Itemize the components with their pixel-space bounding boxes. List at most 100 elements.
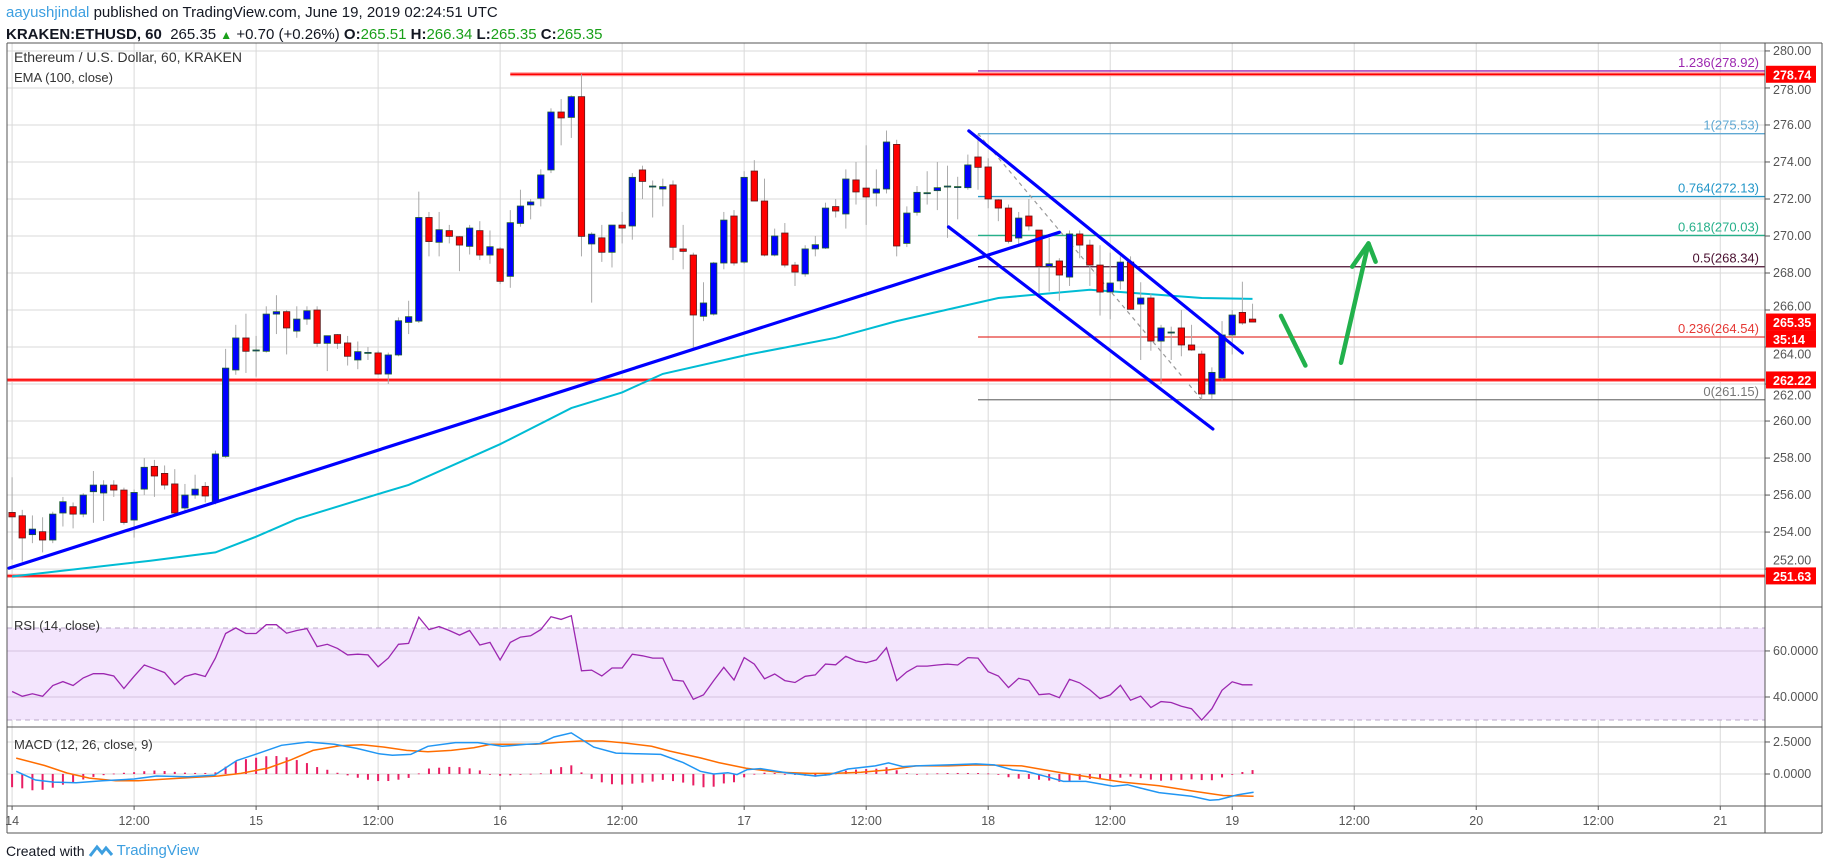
rising-support-line[interactable] <box>7 230 1061 570</box>
macd-histogram-bar <box>21 773 24 789</box>
candle-up <box>842 178 850 215</box>
candle-down <box>1177 327 1185 346</box>
axes[interactable]: 252.00 254.00 256.00 258.00 260.00 262.00 264.… <box>5 44 1818 828</box>
candle-down <box>1126 261 1135 310</box>
candle-up <box>49 513 57 541</box>
macd-histogram-bar <box>1251 770 1254 774</box>
macd-histogram-bar <box>265 756 268 774</box>
candle-up <box>740 176 748 263</box>
time-tick-label: 12:00 <box>851 814 882 828</box>
candle-down <box>638 169 647 182</box>
symbol-label: KRAKEN:ETHUSD, 60 <box>6 26 162 43</box>
candle-up <box>1137 297 1145 305</box>
candle-up <box>649 185 657 188</box>
candle-up <box>79 494 87 515</box>
low-label: L: <box>476 26 491 43</box>
macd-histogram-bar <box>41 773 44 790</box>
candle-down <box>893 144 901 247</box>
up-triangle-icon: ▲ <box>220 28 233 42</box>
macd-histogram-bar <box>1221 773 1224 778</box>
macd-histogram-bar <box>926 773 929 775</box>
last-price-label-box <box>1766 313 1816 331</box>
macd-histogram-bar <box>92 773 95 777</box>
macd-histogram-bar <box>295 760 298 774</box>
macd-histogram-bar <box>427 768 430 774</box>
macd-histogram-bar <box>244 759 247 774</box>
candle-up <box>882 141 891 190</box>
candle-up <box>1228 314 1236 336</box>
price-tick-label: 252.00 <box>1773 553 1811 567</box>
ema-line <box>11 288 1253 578</box>
candle-up <box>954 186 962 188</box>
macd-legend: MACD (12, 26, close, 9) <box>14 737 153 752</box>
rsi-tick-label: 40.0000 <box>1773 690 1818 704</box>
macd-histogram-bar <box>133 772 136 774</box>
macd-histogram-bar <box>610 773 613 785</box>
channel-upper-line[interactable] <box>967 129 1244 355</box>
level-price-label: 251.63 <box>1773 570 1811 584</box>
horizontal-levels[interactable] <box>7 72 1765 578</box>
candle-up <box>1167 331 1175 334</box>
candle-down <box>669 184 677 248</box>
macd-histogram-bar <box>438 767 441 774</box>
up-arrow[interactable] <box>1338 241 1371 365</box>
macd-histogram-bar <box>702 773 705 788</box>
bar-countdown-label-box <box>1766 330 1816 348</box>
macd-histogram-bar <box>377 773 380 782</box>
bar-countdown-label: 35:14 <box>1773 333 1805 347</box>
candle-up <box>1218 334 1226 379</box>
macd-histogram-bar <box>1038 773 1041 780</box>
candle-down <box>862 187 870 198</box>
candle-up <box>516 205 525 224</box>
time-tick-label: 20 <box>1469 814 1483 828</box>
macd-histogram-bar <box>916 773 919 775</box>
candle-up <box>659 186 667 190</box>
candle-up <box>1208 371 1216 395</box>
macd-histogram-bar <box>1007 773 1010 778</box>
candle-up <box>354 351 362 361</box>
fib-swing-line[interactable] <box>977 133 1203 401</box>
macd-histogram-bar <box>1210 773 1213 781</box>
candle-up <box>89 484 98 493</box>
candle-up <box>771 235 779 256</box>
macd-histogram-bar <box>1109 773 1112 780</box>
macd-histogram-bar <box>743 773 746 778</box>
macd-histogram-bar <box>1068 773 1071 782</box>
ema-legend: EMA (100, close) <box>14 70 113 85</box>
price-tick-label: 254.00 <box>1773 525 1811 539</box>
candle-down <box>852 179 860 193</box>
trendlines[interactable] <box>7 129 1244 570</box>
ema-series <box>11 288 1253 578</box>
time-tick-label: 12:00 <box>1339 814 1370 828</box>
macd-histogram-bar <box>1241 772 1244 774</box>
macd-histogram-bar <box>397 773 400 780</box>
candle-up <box>699 302 708 317</box>
arrows[interactable] <box>1278 241 1378 368</box>
candle-down <box>974 156 982 168</box>
macd-series <box>11 732 1254 801</box>
macd-histogram-bar <box>539 773 542 775</box>
candle-down <box>476 230 484 256</box>
macd-histogram-bar <box>509 773 512 776</box>
candle-up <box>435 229 443 243</box>
macd-histogram-bar <box>1078 773 1081 780</box>
candle-up <box>943 185 952 188</box>
fib-level-label: 0(261.15) <box>1703 384 1759 399</box>
price-tick-label: 262.00 <box>1773 388 1811 402</box>
macd-histogram-bar <box>712 773 715 787</box>
fibonacci-retracement[interactable]: 1.236(278.92) 1(275.53) 0.764(272.13) 0.618… <box>977 55 1765 401</box>
tradingview-link[interactable]: TradingView <box>116 842 200 859</box>
candle-down <box>618 224 626 229</box>
candle-up <box>567 96 575 118</box>
channel-lower-line[interactable] <box>946 225 1215 431</box>
macd-histogram-bar <box>366 773 369 780</box>
candle-up <box>272 311 281 315</box>
down-stroke[interactable] <box>1278 313 1308 368</box>
candle-up <box>323 335 331 344</box>
open-value: 265.51 <box>360 26 407 43</box>
macd-histogram-bar <box>1231 773 1234 775</box>
author-link[interactable]: aayushjindal <box>6 4 90 21</box>
level-price-label-box <box>1766 65 1816 83</box>
candle-up <box>466 227 474 247</box>
